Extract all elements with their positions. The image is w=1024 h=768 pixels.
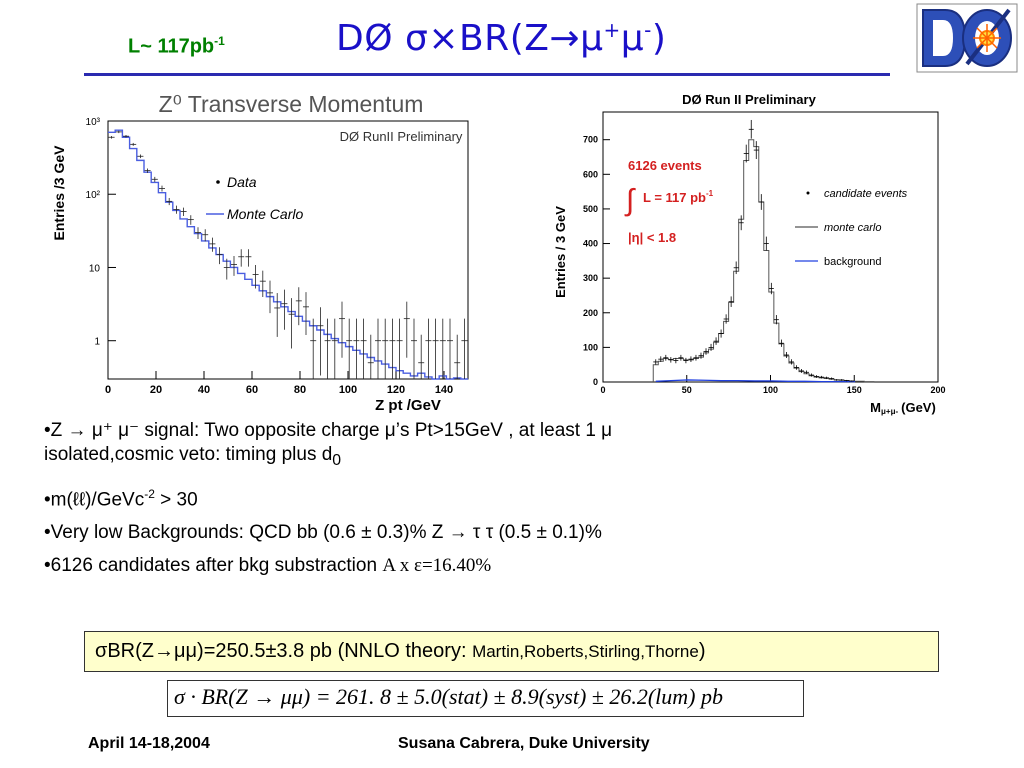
bullet-candidates-text: •6126 candidates after bkg substraction [44, 555, 383, 577]
left-y-tick-label: 10² [86, 190, 101, 201]
right-y-tick-label: 600 [583, 169, 598, 179]
bullet-mass-cut-sup: -2 [144, 486, 155, 501]
right-chart-ylabel: Entries / 3 GeV [553, 206, 568, 298]
luminosity-label: L~ 117pb-1 [128, 34, 225, 59]
right-annot-lumi: L = 117 pb-1 [643, 189, 714, 205]
right-chart-xlabel: Mμ+μ- (GeV) [870, 400, 936, 416]
right-y-tick-label: 200 [583, 308, 598, 318]
right-y-tick-label: 100 [583, 342, 598, 352]
formula-box [167, 680, 804, 717]
result-text: σBR(Z→μμ)=250.5±3.8 pb (NNLO theory: Mar… [95, 640, 706, 663]
left-chart-ylabel: Entries /3 GeV [51, 145, 67, 241]
left-y-tick-label: 1 [94, 337, 100, 348]
result-box [84, 631, 939, 672]
left-x-tick-label: 80 [294, 384, 306, 396]
right-background-line [655, 379, 856, 383]
right-legend-candidates-marker [806, 191, 810, 195]
right-legend-candidates-label: candidate events [824, 188, 908, 200]
left-x-tick-label: 140 [435, 384, 453, 396]
left-chart-xlabel: Z pt /GeV [375, 397, 441, 414]
left-legend-data-label: Data [227, 174, 257, 190]
left-x-tick-label: 0 [105, 384, 111, 396]
bullet-mass-cut-value: > 30 [154, 489, 198, 511]
right-chart-title: DØ Run II Preliminary [682, 92, 816, 107]
bullet-backgrounds: •Very low Backgrounds: QCD bb (0.6 ± 0.3… [44, 522, 602, 544]
bullet-mass-cut: •m(ℓℓ)/GeVc-2 > 30 [44, 482, 824, 512]
bullet-signal-line2: isolated,cosmic veto: timing plus d [44, 444, 333, 465]
bullet-list: •Z → μ⁺ μ⁻ signal: Two opposite charge μ… [44, 419, 824, 587]
right-x-tick-label: 100 [763, 385, 778, 395]
luminosity-exponent: -1 [214, 34, 225, 48]
footer-author: Susana Cabrera, Duke University [398, 735, 650, 752]
title-sup-minus: - [644, 18, 652, 42]
left-y-tick-label: 10³ [86, 117, 101, 128]
left-x-tick-label: 60 [246, 384, 258, 396]
bullet-signal: •Z → μ⁺ μ⁻ signal: Two opposite charge μ… [44, 419, 824, 473]
left-x-tick-label: 100 [339, 384, 357, 396]
right-x-tick-label: 200 [930, 385, 945, 395]
right-y-tick-label: 700 [583, 135, 598, 145]
footer-date: April 14-18,2004 [88, 735, 210, 752]
result-main: σBR(Z→μμ)=250.5±3.8 pb (NNLO theory: [95, 640, 473, 662]
bullet-candidates: •6126 candidates after bkg substraction … [44, 554, 824, 578]
cross-section-formula: σ · BR(Z → μμ) = 261. 8 ± 5.0(stat) ± 8.… [174, 684, 724, 709]
right-annot-events: 6126 events [628, 158, 702, 173]
right-x-tick-label: 0 [600, 385, 605, 395]
left-x-tick-label: 120 [387, 384, 405, 396]
right-x-tick-label: 150 [847, 385, 862, 395]
right-chart-xlabel-sub: μ+μ- [881, 407, 898, 416]
title-rule [84, 73, 890, 76]
right-y-tick-label: 0 [593, 377, 598, 387]
slide-title: DØ σ×BR(Z→μ+μ-) [336, 18, 666, 59]
result-close: ) [698, 640, 706, 662]
title-main: DØ σ×BR(Z→μ [336, 18, 604, 59]
title-sup-plus: + [603, 18, 621, 42]
right-annot-integral: ∫ [624, 184, 636, 217]
left-x-tick-label: 40 [198, 384, 210, 396]
left-y-tick-label: 10 [89, 263, 101, 274]
right-legend-mc-label: monte carlo [824, 222, 881, 234]
left-legend-data-marker [216, 180, 220, 184]
bullet-mass-cut-text: •m(ℓℓ)/GeVc [44, 489, 145, 511]
left-legend-mc-label: Monte Carlo [227, 206, 303, 222]
bullet-signal-line1: •Z → μ⁺ μ⁻ signal: Two opposite charge μ… [44, 420, 613, 441]
right-y-tick-label: 500 [583, 204, 598, 214]
right-y-tick-label: 300 [583, 273, 598, 283]
right-x-tick-label: 50 [682, 385, 692, 395]
right-annot-eta: |η| < 1.8 [628, 230, 676, 245]
left-x-tick-label: 20 [150, 384, 162, 396]
z-pt-histogram: Z⁰ Transverse Momentum DØ RunII Prelimin… [51, 91, 469, 414]
d0-logo [916, 3, 1018, 73]
right-annot-lumi-sup: -1 [706, 189, 714, 198]
right-chart-xlabel-main: M [870, 400, 881, 415]
right-mc-histogram [652, 139, 875, 383]
luminosity-value: L~ 117pb [128, 35, 215, 58]
left-chart-title: Z⁰ Transverse Momentum [159, 91, 424, 117]
bullet-acceptance: A x ε=16.40% [382, 555, 492, 577]
title-mu: μ [620, 18, 645, 59]
title-end: ) [651, 18, 667, 59]
dimuon-mass-histogram: DØ Run II Preliminary 0 50 100 150 200 0 100 20… [553, 92, 946, 416]
right-chart-xlabel-unit: (GeV) [901, 400, 936, 415]
result-authors: Martin,Roberts,Stirling,Thorne [472, 642, 699, 661]
bullet-signal-sub: 0 [332, 451, 342, 469]
right-legend-bg-label: background [824, 256, 882, 268]
right-y-tick-label: 400 [583, 239, 598, 249]
left-chart-annotation: DØ RunII Preliminary [340, 129, 463, 144]
